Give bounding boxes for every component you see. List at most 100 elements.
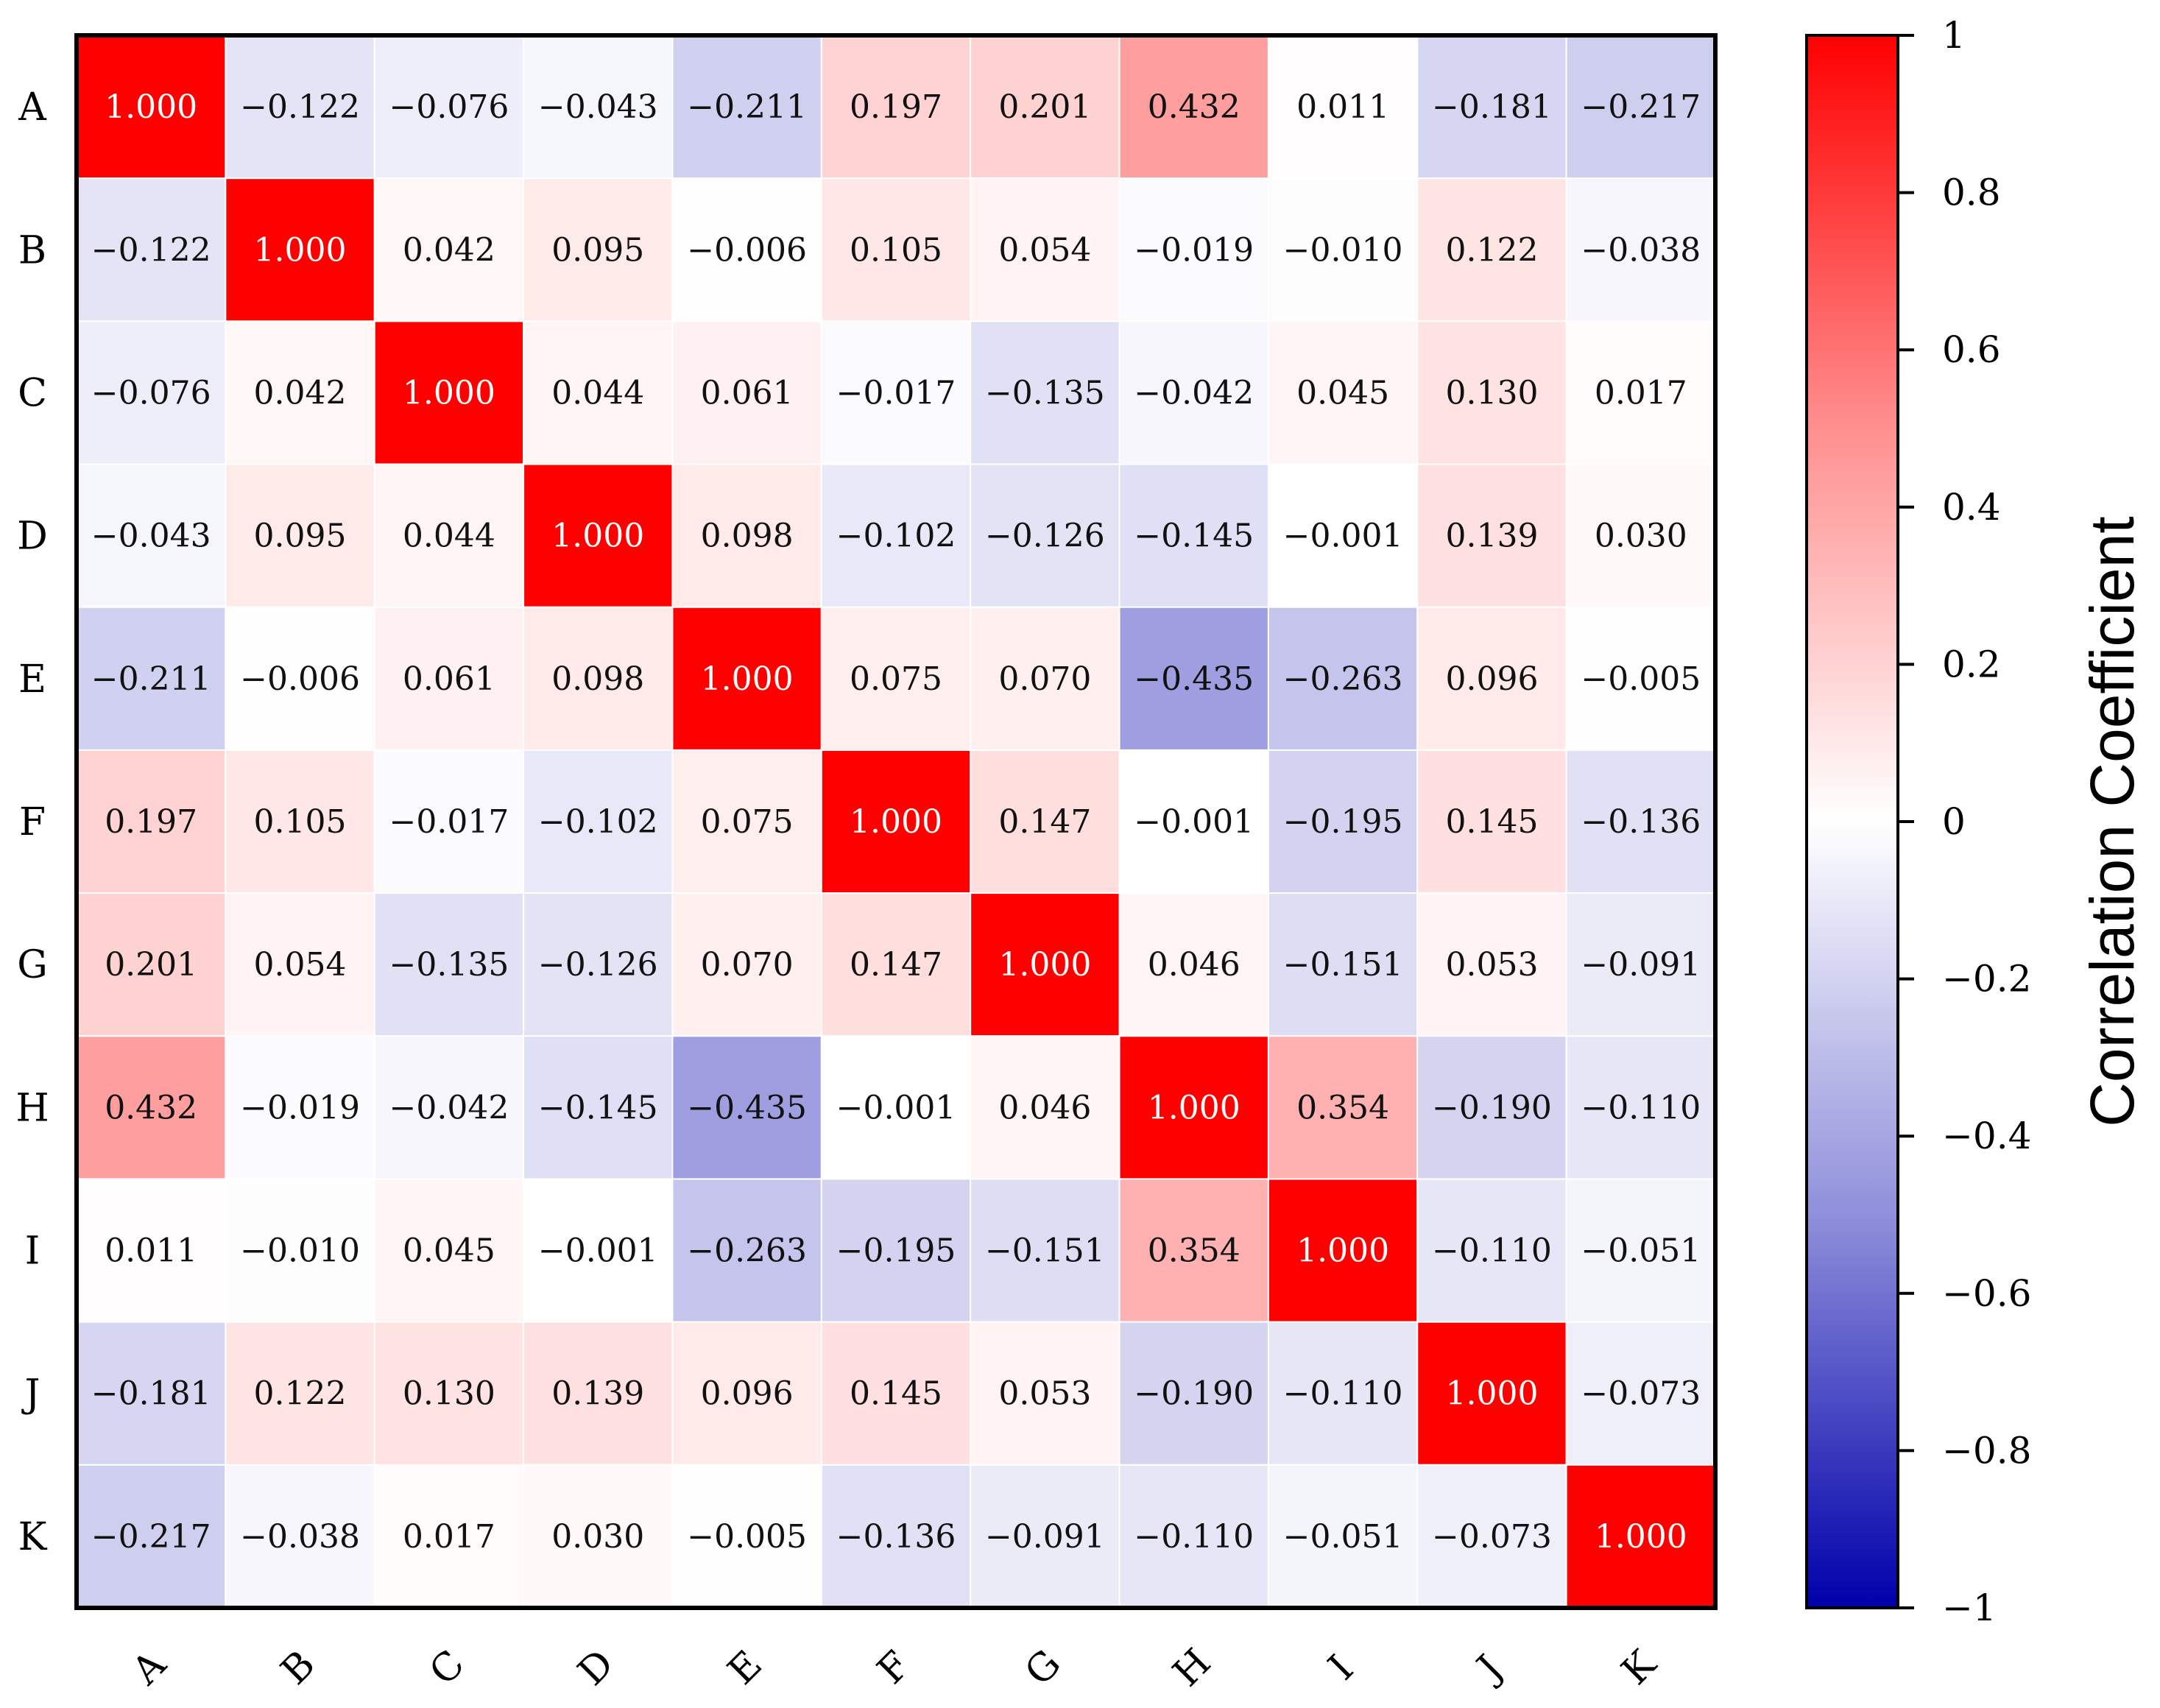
heatmap-cell-E-K: [1565, 606, 1717, 751]
colorbar-ticks: 1 0.8 0.6 0.4 0.2 0 −0.2 −0.4 −0.6 −0.8 −1: [1898, 14, 2031, 1629]
heatmap-cell-I-C: [373, 1178, 525, 1323]
heatmap-cell-E-B: [225, 606, 375, 751]
heatmap-cell-value-K-J: −0.073: [1432, 1518, 1552, 1556]
heatmap-cell-value-G-F: 0.147: [850, 946, 942, 984]
heatmap-cell-E-G: [970, 606, 1120, 751]
heatmap-cell-F-I: [1267, 749, 1419, 894]
heatmap-cell-value-D-A: −0.043: [91, 518, 211, 555]
heatmap-cell-value-A-F: 0.197: [850, 88, 942, 126]
row-label-F: F: [19, 800, 46, 844]
colorbar-tick-label: −0.2: [1942, 958, 2031, 1001]
heatmap-cell-value-H-J: −0.190: [1432, 1089, 1552, 1126]
heatmap-cell-value-H-G: 0.046: [998, 1089, 1091, 1126]
heatmap-cell-J-G: [970, 1321, 1120, 1466]
heatmap-cell-value-C-J: 0.130: [1445, 374, 1538, 412]
heatmap-cell-H-A: [76, 1035, 227, 1180]
heatmap-cell-value-I-J: −0.110: [1432, 1232, 1552, 1270]
heatmap-cell-G-F: [820, 892, 972, 1037]
column-label-E: E: [720, 1642, 771, 1693]
heatmap-cell-J-E: [671, 1321, 822, 1466]
column-label-F: F: [869, 1643, 920, 1693]
heatmap-cell-A-D: [523, 35, 674, 180]
heatmap-cell-value-J-K: −0.073: [1581, 1375, 1701, 1413]
heatmap-cell-D-E: [671, 463, 822, 608]
heatmap-cell-H-F: [820, 1035, 972, 1180]
heatmap-cell-value-B-C: 0.042: [403, 231, 495, 269]
heatmap-cell-G-B: [225, 892, 375, 1037]
heatmap-cell-value-B-J: 0.122: [1445, 231, 1538, 269]
heatmap-cell-value-E-G: 0.070: [998, 660, 1091, 698]
heatmap-cell-C-F: [820, 320, 972, 465]
heatmap-cell-value-I-C: 0.045: [403, 1232, 495, 1270]
column-label-J: J: [1467, 1647, 1511, 1692]
heatmap-cell-value-G-K: −0.091: [1581, 946, 1701, 984]
heatmap-cell-value-H-E: −0.435: [687, 1089, 807, 1126]
heatmap-cell-value-A-A: 1.000: [105, 88, 197, 126]
colorbar-tick-label: −1: [1942, 1587, 1997, 1629]
heatmap-cell-value-A-D: −0.043: [538, 88, 658, 126]
heatmap-cell-value-G-A: 0.201: [105, 946, 197, 984]
heatmap-cell-J-H: [1118, 1321, 1269, 1466]
heatmap-cell-value-I-E: −0.263: [687, 1232, 807, 1270]
heatmap-cell-value-G-H: 0.046: [1148, 946, 1240, 984]
heatmap-cell-value-B-A: −0.122: [91, 231, 211, 269]
heatmap-cell-E-I: [1267, 606, 1419, 751]
heatmap-cell-E-E: [671, 606, 822, 751]
heatmap-cell-value-F-B: 0.105: [254, 803, 347, 841]
heatmap-cell-H-I: [1267, 1035, 1419, 1180]
heatmap-cell-value-B-F: 0.105: [850, 231, 942, 269]
heatmap-cell-value-A-K: −0.217: [1581, 88, 1701, 126]
heatmap-cell-value-B-B: 1.000: [254, 231, 347, 269]
row-label-A: A: [18, 85, 47, 130]
heatmap-cell-value-C-F: −0.017: [836, 374, 956, 412]
heatmap-cell-value-F-A: 0.197: [105, 803, 197, 841]
heatmap-cell-K-J: [1416, 1464, 1567, 1609]
heatmap-cell-D-D: [523, 463, 674, 608]
heatmap-cell-B-F: [820, 177, 972, 322]
heatmap-cell-value-B-K: −0.038: [1581, 231, 1701, 269]
heatmap-cell-value-H-B: −0.019: [240, 1089, 360, 1126]
heatmap-cell-value-J-F: 0.145: [850, 1375, 942, 1413]
heatmap-cell-D-G: [970, 463, 1120, 608]
heatmap-cell-value-F-E: 0.075: [701, 803, 794, 841]
heatmap-cell-H-J: [1416, 1035, 1567, 1180]
heatmap-cell-value-J-J: 1.000: [1445, 1375, 1538, 1413]
heatmap-cell-G-D: [523, 892, 674, 1037]
heatmap-cell-K-K: [1565, 1464, 1717, 1609]
heatmap-cell-value-J-C: 0.130: [403, 1375, 495, 1413]
colorbar-tick-label: 0: [1942, 800, 1966, 843]
heatmap-cell-J-A: [76, 1321, 227, 1466]
heatmap-cell-value-G-B: 0.054: [254, 946, 347, 984]
heatmap-cell-F-B: [225, 749, 375, 894]
heatmap-cell-E-F: [820, 606, 972, 751]
heatmap-cell-value-D-G: −0.126: [985, 518, 1105, 555]
heatmap-cell-value-B-H: −0.019: [1134, 231, 1254, 269]
heatmap-cell-C-E: [671, 320, 822, 465]
heatmap-cell-value-F-C: −0.017: [389, 803, 509, 841]
heatmap-cell-value-C-E: 0.061: [701, 374, 794, 412]
heatmap-cell-value-E-J: 0.096: [1445, 660, 1538, 698]
row-label-B: B: [18, 228, 46, 272]
heatmap-cell-F-D: [523, 749, 674, 894]
heatmap-cell-G-J: [1416, 892, 1567, 1037]
heatmap-cell-J-C: [373, 1321, 525, 1466]
heatmap-cell-G-I: [1267, 892, 1419, 1037]
heatmap-cell-value-H-F: −0.001: [836, 1089, 956, 1126]
heatmap-cell-C-A: [76, 320, 227, 465]
colorbar-gradient: [1805, 34, 1899, 1609]
heatmap-cell-value-G-D: −0.126: [538, 946, 658, 984]
heatmap-cell-H-D: [523, 1035, 674, 1180]
heatmap-cell-J-D: [523, 1321, 674, 1466]
heatmap-cell-value-I-G: −0.151: [985, 1232, 1105, 1270]
heatmap-cell-value-J-G: 0.053: [998, 1375, 1091, 1413]
heatmap-cell-value-D-J: 0.139: [1445, 518, 1538, 555]
heatmap-cell-value-G-J: 0.053: [1445, 946, 1538, 984]
heatmap-cell-I-G: [970, 1178, 1120, 1323]
heatmap-cell-value-A-J: −0.181: [1432, 88, 1552, 126]
heatmap-cell-C-G: [970, 320, 1120, 465]
heatmap-cell-C-I: [1267, 320, 1419, 465]
column-label-B: B: [272, 1642, 323, 1693]
heatmap-cell-value-A-G: 0.201: [998, 88, 1091, 126]
heatmap-cell-value-B-E: −0.006: [687, 231, 807, 269]
